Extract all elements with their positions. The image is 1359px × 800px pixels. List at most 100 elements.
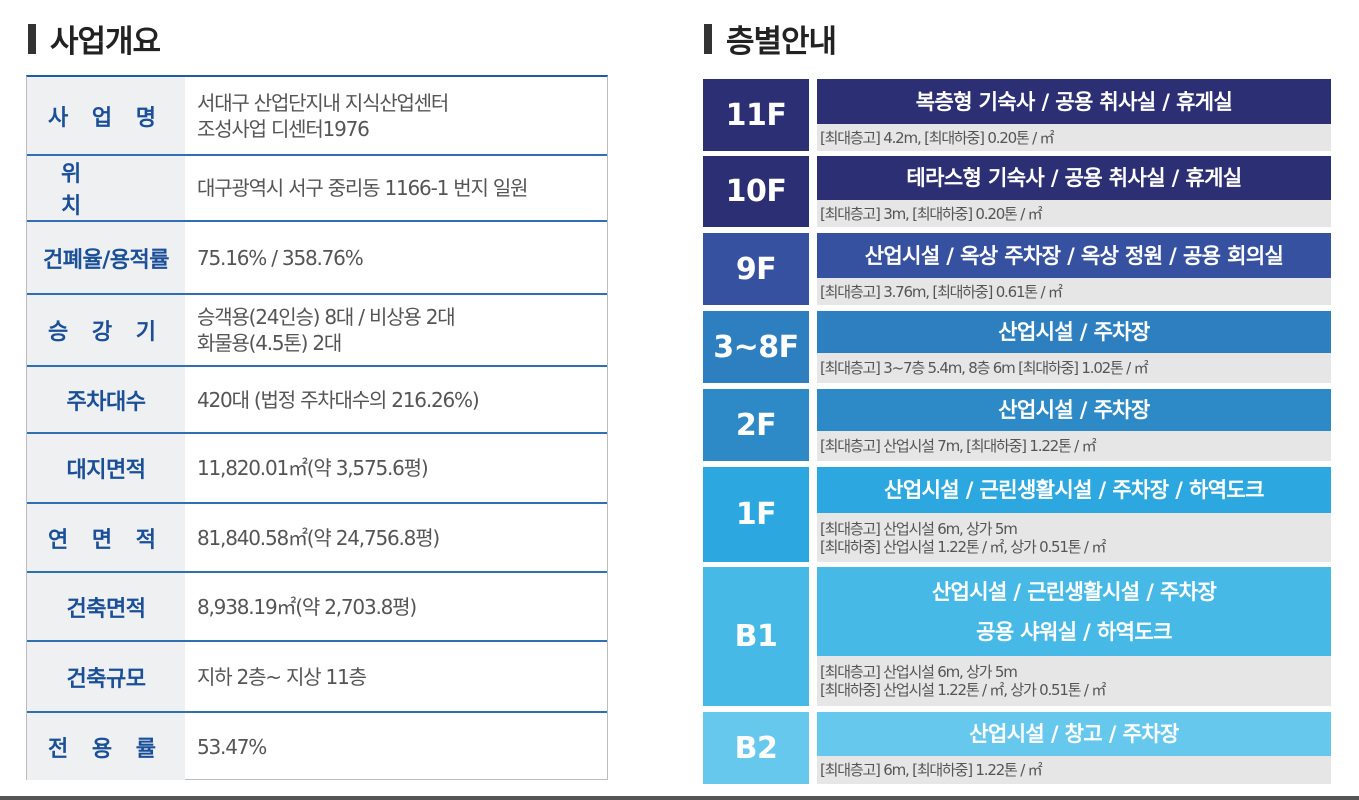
note-line: [최대층고] 3~7층 5.4m, 8층 6m [최대하중] 1.02톤 / ㎡: [820, 359, 1149, 377]
floor-heading: 테라스형 기숙사 / 공용 취사실 / 휴게실: [817, 156, 1331, 200]
row-value: 81,840.58㎡(약 24,756.8평): [185, 504, 607, 571]
value-line: 11,820.01㎡(약 3,575.6평): [197, 456, 429, 480]
row-label: 전 용 률: [27, 713, 185, 780]
table-row: 건축면적 8,938.19㎡(약 2,703.8평): [27, 573, 607, 642]
title-bar-icon: [28, 23, 36, 54]
floor-heading: 산업시설 / 근린생활시설 / 주차장 / 하역도크: [817, 467, 1331, 513]
floor-heading: 산업시설 / 주차장: [817, 389, 1331, 431]
floor-code: 2F: [703, 389, 809, 461]
table-row: 건폐율/용적률 75.16% / 358.76%: [27, 222, 607, 295]
note-line: [최대층고] 6m, [최대하중] 1.22톤 / ㎡: [820, 761, 1043, 779]
floors-title: 층별안내: [704, 16, 837, 61]
row-value: 11,820.01㎡(약 3,575.6평): [185, 434, 607, 502]
row-label: 건폐율/용적률: [27, 222, 185, 293]
floor-code: 3~8F: [703, 311, 809, 383]
value-line: 75.16% / 358.76%: [197, 245, 364, 270]
heading-line: 산업시설 / 근린생활시설 / 주차장 / 하역도크: [884, 478, 1264, 502]
value-line: 승객용(24인승) 8대 / 비상용 2대: [197, 305, 456, 329]
table-row: 승 강 기 승객용(24인승) 8대 / 비상용 2대 화물용(4.5톤) 2대: [27, 295, 607, 367]
note-line: [최대하중] 산업시설 1.22톤 / ㎡, 상가 0.51톤 / ㎡: [820, 537, 1106, 556]
bottom-divider: [0, 796, 1359, 800]
overview-title: 사업개요: [28, 16, 161, 61]
row-label: 주차대수: [27, 367, 185, 432]
note-line: [최대층고] 산업시설 6m, 상가 5m: [820, 519, 1018, 538]
heading-line: 산업시설 / 주차장: [998, 398, 1150, 422]
value-line: 조성사업 디센터1976: [197, 116, 370, 141]
note-line: [최대하중] 산업시설 1.22톤 / ㎡, 상가 0.51톤 / ㎡: [820, 681, 1106, 699]
value-line: 서대구 산업단지내 지식산업센터: [197, 90, 449, 115]
value-line: 53.47%: [197, 734, 267, 759]
floor-2f: 2F 산업시설 / 주차장 [최대층고] 산업시설 7m, [최대하중] 1.2…: [703, 389, 1331, 461]
row-value: 대구광역시 서구 중리동 1166-1 번지 일원: [185, 156, 607, 220]
row-label: 위 치: [27, 156, 185, 220]
floor-note: [최대층고] 산업시설 6m, 상가 5m [최대하중] 산업시설 1.22톤 …: [817, 656, 1331, 706]
row-label: 건축규모: [27, 642, 185, 711]
table-row: 대지면적 11,820.01㎡(약 3,575.6평): [27, 434, 607, 504]
heading-line: 복층형 기숙사 / 공용 취사실 / 휴게실: [915, 89, 1233, 114]
floor-heading: 산업시설 / 주차장: [817, 311, 1331, 353]
value-line: 대구광역시 서구 중리동 1166-1 번지 일원: [197, 176, 528, 200]
floor-3-8f: 3~8F 산업시설 / 주차장 [최대층고] 3~7층 5.4m, 8층 6m …: [703, 311, 1331, 383]
overview-title-text: 사업개요: [50, 24, 161, 60]
heading-line: 산업시설 / 창고 / 주차장: [969, 722, 1179, 746]
row-label: 건축면적: [27, 573, 185, 640]
table-row: 연 면 적 81,840.58㎡(약 24,756.8평): [27, 504, 607, 573]
heading-line: 산업시설 / 근린생활시설 / 주차장: [931, 579, 1217, 604]
table-row: 사 업 명 서대구 산업단지내 지식산업센터 조성사업 디센터1976: [27, 77, 607, 156]
floor-note: [최대층고] 3~7층 5.4m, 8층 6m [최대하중] 1.02톤 / ㎡: [817, 353, 1331, 383]
floor-b2: B2 산업시설 / 창고 / 주차장 [최대층고] 6m, [최대하중] 1.2…: [703, 712, 1331, 784]
row-value: 8,938.19㎡(약 2,703.8평): [185, 573, 607, 640]
value-line: 420대 (법정 주차대수의 216.26%): [197, 387, 480, 412]
floor-10f: 10F 테라스형 기숙사 / 공용 취사실 / 휴게실 [최대층고] 3m, […: [703, 156, 1331, 227]
floor-1f: 1F 산업시설 / 근린생활시설 / 주차장 / 하역도크 [최대층고] 산업시…: [703, 467, 1331, 562]
floor-code: B1: [703, 567, 809, 706]
value-line: 지하 2층~ 지상 11층: [197, 664, 367, 689]
value-line: 화물용(4.5톤) 2대: [197, 331, 342, 355]
floor-note: [최대층고] 4.2m, [최대하중] 0.20톤 / ㎡: [817, 124, 1331, 151]
floor-note: [최대층고] 산업시설 7m, [최대하중] 1.22톤 / ㎡: [817, 431, 1331, 461]
note-line: [최대층고] 4.2m, [최대하중] 0.20톤 / ㎡: [820, 128, 1055, 147]
row-value: 지하 2층~ 지상 11층: [185, 642, 607, 711]
floor-b1: B1 산업시설 / 근린생활시설 / 주차장 공용 샤워실 / 하역도크 [최대…: [703, 567, 1331, 706]
floor-code: 9F: [703, 233, 809, 305]
floor-heading: 복층형 기숙사 / 공용 취사실 / 휴게실: [817, 79, 1331, 124]
floor-note: [최대층고] 산업시설 6m, 상가 5m [최대하중] 산업시설 1.22톤 …: [817, 513, 1331, 562]
floor-code: 10F: [703, 156, 809, 227]
note-line: [최대층고] 3m, [최대하중] 0.20톤 / ㎡: [820, 204, 1043, 223]
row-label: 사 업 명: [27, 77, 185, 154]
value-line: 81,840.58㎡(약 24,756.8평): [197, 525, 440, 550]
row-value: 53.47%: [185, 713, 607, 780]
heading-line: 공용 샤워실 / 하역도크: [976, 619, 1172, 644]
note-line: [최대층고] 산업시설 7m, [최대하중] 1.22톤 / ㎡: [820, 437, 1097, 455]
table-row: 전 용 률 53.47%: [27, 713, 607, 780]
title-bar-icon: [704, 23, 712, 54]
row-value: 420대 (법정 주차대수의 216.26%): [185, 367, 607, 432]
note-line: [최대층고] 산업시설 6m, 상가 5m: [820, 663, 1018, 681]
floor-note: [최대층고] 6m, [최대하중] 1.22톤 / ㎡: [817, 756, 1331, 784]
row-value: 서대구 산업단지내 지식산업센터 조성사업 디센터1976: [185, 77, 607, 154]
heading-line: 산업시설 / 옥상 주차장 / 옥상 정원 / 공용 회의실: [864, 243, 1284, 268]
floor-heading: 산업시설 / 옥상 주차장 / 옥상 정원 / 공용 회의실: [817, 233, 1331, 278]
row-label: 연 면 적: [27, 504, 185, 571]
table-row: 위 치 대구광역시 서구 중리동 1166-1 번지 일원: [27, 156, 607, 222]
floor-code: 11F: [703, 79, 809, 151]
note-line: [최대층고] 3.76m, [최대하중] 0.61톤 / ㎡: [820, 282, 1063, 301]
floor-9f: 9F 산업시설 / 옥상 주차장 / 옥상 정원 / 공용 회의실 [최대층고]…: [703, 233, 1331, 305]
floors-title-text: 층별안내: [726, 24, 837, 60]
row-label: 대지면적: [27, 434, 185, 502]
floor-code: 1F: [703, 467, 809, 562]
floor-note: [최대층고] 3m, [최대하중] 0.20톤 / ㎡: [817, 200, 1331, 227]
row-label: 승 강 기: [27, 295, 185, 365]
floor-heading: 산업시설 / 근린생활시설 / 주차장 공용 샤워실 / 하역도크: [817, 567, 1331, 656]
row-value: 75.16% / 358.76%: [185, 222, 607, 293]
overview-table: 사 업 명 서대구 산업단지내 지식산업센터 조성사업 디센터1976 위 치 …: [26, 75, 608, 780]
row-value: 승객용(24인승) 8대 / 비상용 2대 화물용(4.5톤) 2대: [185, 295, 607, 365]
heading-line: 산업시설 / 주차장: [998, 320, 1150, 344]
floor-11f: 11F 복층형 기숙사 / 공용 취사실 / 휴게실 [최대층고] 4.2m, …: [703, 79, 1331, 151]
table-row: 건축규모 지하 2층~ 지상 11층: [27, 642, 607, 713]
table-row: 주차대수 420대 (법정 주차대수의 216.26%): [27, 367, 607, 434]
floor-code: B2: [703, 712, 809, 784]
heading-line: 테라스형 기숙사 / 공용 취사실 / 휴게실: [906, 166, 1242, 190]
value-line: 8,938.19㎡(약 2,703.8평): [197, 594, 417, 619]
floor-heading: 산업시설 / 창고 / 주차장: [817, 712, 1331, 756]
